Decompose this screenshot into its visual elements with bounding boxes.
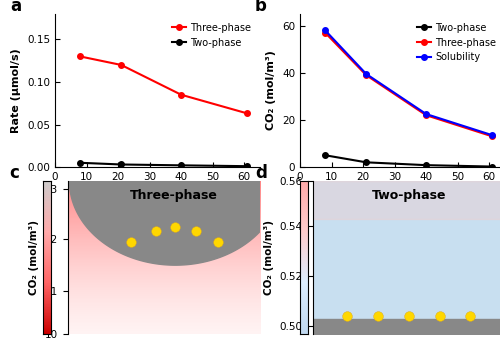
Text: c: c	[10, 164, 20, 182]
Two-phase	[423, 163, 429, 167]
Two-phase	[322, 153, 328, 157]
Bar	[312, 181, 500, 219]
Two-phase	[77, 161, 83, 165]
Three-phase	[490, 134, 496, 139]
Y-axis label: CO₂ (mol/m³): CO₂ (mol/m³)	[266, 50, 276, 130]
Three-phase	[322, 31, 328, 35]
Solubility	[423, 112, 429, 116]
Text: a: a	[10, 0, 21, 15]
Three-phase	[363, 73, 369, 77]
Text: Two-phase: Two-phase	[372, 189, 446, 202]
Line: Two-phase: Two-phase	[322, 152, 495, 169]
Three-phase	[244, 111, 250, 116]
Text: b: b	[255, 0, 267, 15]
Three-phase	[77, 54, 83, 58]
Y-axis label: Rate (μmol/s): Rate (μmol/s)	[12, 48, 22, 133]
X-axis label: Temperature (°C): Temperature (°C)	[104, 188, 212, 198]
Line: Three-phase: Three-phase	[322, 30, 495, 139]
Solubility	[363, 72, 369, 76]
Line: Solubility: Solubility	[322, 27, 495, 138]
Two-phase	[178, 163, 184, 167]
Line: Three-phase: Three-phase	[78, 54, 250, 116]
Three-phase	[423, 113, 429, 117]
Legend: Two-phase, Three-phase, Solubility: Two-phase, Three-phase, Solubility	[413, 19, 500, 66]
Y-axis label: CO₂ (mol/m³): CO₂ (mol/m³)	[264, 220, 274, 295]
Two-phase	[244, 164, 250, 168]
Two-phase	[490, 165, 496, 169]
Two-phase	[118, 163, 124, 167]
Text: Three-phase: Three-phase	[130, 189, 218, 202]
Text: d: d	[255, 164, 266, 182]
Two-phase	[363, 160, 369, 164]
Solubility	[322, 28, 328, 32]
Solubility	[490, 133, 496, 137]
Three-phase	[118, 63, 124, 67]
Y-axis label: CO₂ (mol/m³): CO₂ (mol/m³)	[29, 220, 39, 295]
X-axis label: Temperature (°C): Temperature (°C)	[348, 188, 457, 198]
Three-phase	[178, 93, 184, 97]
Legend: Three-phase, Two-phase: Three-phase, Two-phase	[168, 19, 255, 52]
Polygon shape	[68, 181, 281, 265]
Line: Two-phase: Two-phase	[78, 160, 250, 169]
